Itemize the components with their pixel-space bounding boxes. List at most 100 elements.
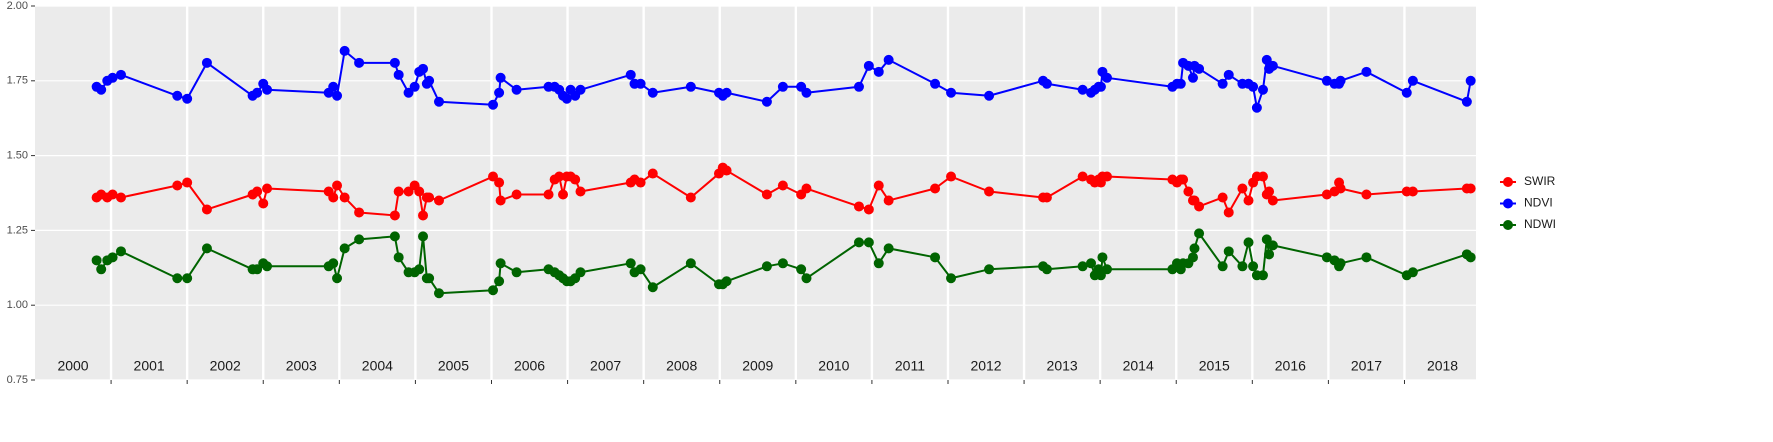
point bbox=[873, 180, 884, 191]
point bbox=[495, 258, 506, 269]
point bbox=[796, 264, 807, 275]
point bbox=[635, 264, 646, 275]
year-label: 2016 bbox=[1275, 358, 1306, 374]
point bbox=[1194, 201, 1205, 212]
y-tick-label: 1.75 bbox=[7, 75, 28, 87]
point bbox=[761, 96, 772, 107]
point bbox=[403, 87, 414, 98]
point bbox=[107, 72, 118, 83]
point bbox=[1335, 75, 1346, 86]
point bbox=[262, 261, 273, 272]
point bbox=[761, 261, 772, 272]
point bbox=[1361, 189, 1372, 200]
point bbox=[424, 192, 435, 203]
point bbox=[1086, 258, 1097, 269]
point bbox=[389, 210, 400, 221]
point bbox=[1041, 192, 1052, 203]
point bbox=[389, 231, 400, 242]
point bbox=[354, 207, 365, 218]
point bbox=[1321, 75, 1332, 86]
point bbox=[1243, 195, 1254, 206]
point bbox=[930, 183, 941, 194]
point bbox=[721, 87, 732, 98]
year-label: 2013 bbox=[1047, 358, 1078, 374]
point bbox=[930, 78, 941, 89]
point bbox=[883, 243, 894, 254]
point bbox=[339, 243, 350, 254]
point bbox=[1248, 261, 1259, 272]
year-label: 2005 bbox=[438, 358, 469, 374]
year-label: 2009 bbox=[742, 358, 773, 374]
point bbox=[570, 174, 581, 185]
point bbox=[495, 72, 506, 83]
point bbox=[262, 183, 273, 194]
point bbox=[1102, 264, 1113, 275]
point bbox=[433, 96, 444, 107]
point bbox=[433, 288, 444, 299]
point bbox=[494, 276, 505, 287]
point bbox=[433, 195, 444, 206]
year-label: 2000 bbox=[57, 358, 88, 374]
point bbox=[1264, 249, 1275, 260]
y-tick-label: 1.25 bbox=[7, 224, 28, 236]
point bbox=[761, 189, 772, 200]
point bbox=[115, 192, 126, 203]
point bbox=[488, 171, 499, 182]
point bbox=[172, 90, 183, 101]
point bbox=[1257, 84, 1268, 95]
point bbox=[883, 195, 894, 206]
year-label: 2003 bbox=[286, 358, 317, 374]
point bbox=[1321, 189, 1332, 200]
point bbox=[1077, 261, 1088, 272]
point bbox=[409, 81, 420, 92]
point bbox=[685, 192, 696, 203]
point bbox=[647, 282, 658, 293]
point bbox=[252, 264, 263, 275]
point bbox=[777, 258, 788, 269]
year-label: 2010 bbox=[818, 358, 849, 374]
point bbox=[1095, 81, 1106, 92]
point bbox=[182, 93, 193, 104]
point bbox=[495, 195, 506, 206]
point bbox=[418, 231, 429, 242]
point bbox=[414, 264, 425, 275]
point bbox=[107, 189, 118, 200]
point bbox=[1095, 270, 1106, 281]
point bbox=[403, 186, 414, 197]
point bbox=[625, 69, 636, 80]
point bbox=[115, 69, 126, 80]
legend-label: SWIR bbox=[1524, 174, 1556, 188]
year-label: 2004 bbox=[362, 358, 393, 374]
legend-marker bbox=[1503, 177, 1513, 187]
point bbox=[625, 258, 636, 269]
point bbox=[332, 180, 343, 191]
point bbox=[1267, 240, 1278, 251]
point bbox=[777, 81, 788, 92]
point bbox=[1407, 186, 1418, 197]
point bbox=[946, 171, 957, 182]
point bbox=[339, 45, 350, 56]
point bbox=[424, 75, 435, 86]
point bbox=[930, 252, 941, 263]
point bbox=[1223, 69, 1234, 80]
point bbox=[635, 177, 646, 188]
point bbox=[984, 264, 995, 275]
point bbox=[984, 186, 995, 197]
year-label: 2002 bbox=[210, 358, 241, 374]
point bbox=[1097, 252, 1108, 263]
point bbox=[575, 267, 586, 278]
point bbox=[863, 237, 874, 248]
legend-marker bbox=[1503, 220, 1513, 230]
point bbox=[1102, 72, 1113, 83]
point bbox=[328, 258, 339, 269]
point bbox=[558, 189, 569, 200]
year-label: 2011 bbox=[895, 358, 925, 374]
point bbox=[511, 189, 522, 200]
point bbox=[1267, 195, 1278, 206]
point bbox=[1041, 78, 1052, 89]
point bbox=[1217, 78, 1228, 89]
point bbox=[853, 237, 864, 248]
legend-label: NDWI bbox=[1524, 217, 1556, 231]
point bbox=[1223, 207, 1234, 218]
point bbox=[328, 81, 339, 92]
